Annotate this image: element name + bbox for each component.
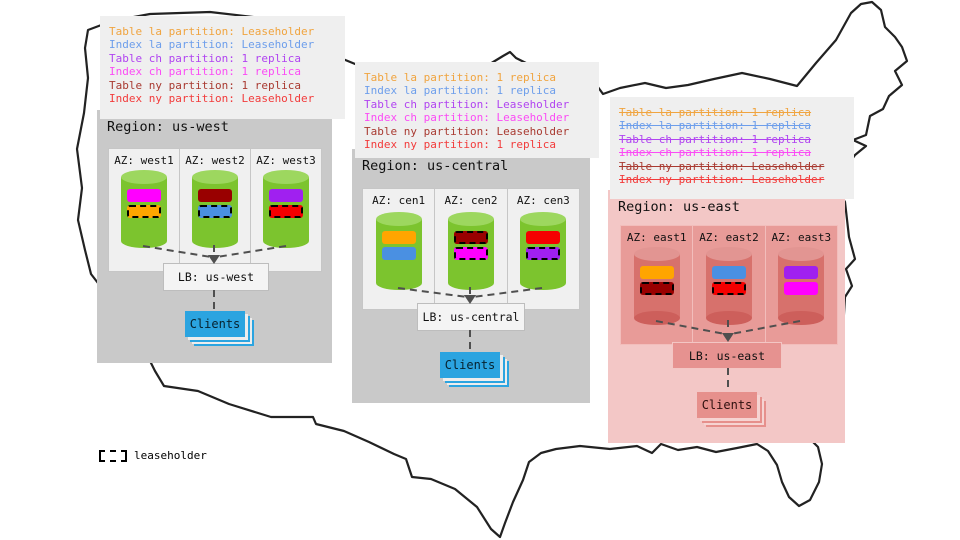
partition-bar (453, 231, 488, 244)
clients-us-central: Clients (440, 352, 500, 378)
callout-line: Index ch partition: 1 replica (109, 65, 302, 79)
az-label: AZ: cen3 (516, 194, 570, 207)
db-node-cylinder (192, 170, 238, 248)
partition-bar (269, 205, 303, 218)
callout-line: Table ch partition: Leaseholder (364, 97, 570, 111)
partition-bar (784, 266, 819, 279)
region-us-central: Region: us-central AZ: cen1 AZ: cen2 (352, 149, 590, 403)
partition-bars (784, 266, 819, 295)
az-east3: AZ: east3 (764, 225, 838, 345)
partition-bar (711, 282, 746, 295)
leaseholder-swatch-icon (99, 449, 127, 462)
db-node-cylinder (633, 247, 680, 325)
region-title: Region: us-west (107, 119, 229, 135)
az-label: AZ: east3 (771, 231, 832, 244)
partition-bars (711, 266, 746, 295)
load-balancer-us-central: LB: us-central (417, 303, 525, 331)
partition-bar (198, 189, 232, 202)
clients-us-east: Clients (697, 392, 757, 418)
az-east1: AZ: east1 (620, 225, 694, 345)
callout-line: Table ch partition: 1 replica (109, 51, 302, 65)
partition-callout-us-central: Table la partition: 1 replica Index la p… (355, 62, 599, 158)
callout-line: Index ny partition: 1 replica (364, 138, 557, 152)
az-row: AZ: east1 AZ: east2 AZ: (620, 225, 838, 345)
az-label: AZ: west3 (256, 154, 316, 167)
region-us-east: Region: us-east AZ: east1 AZ: east2 (608, 190, 845, 443)
az-label: AZ: west2 (185, 154, 245, 167)
callout-line: Table ny partition: 1 replica (109, 78, 302, 92)
partition-bar (639, 266, 674, 279)
callout-line: Table la partition: 1 replica (619, 106, 812, 119)
az-cen1: AZ: cen1 (362, 188, 436, 310)
partition-bar (269, 189, 303, 202)
callout-line: Table la partition: 1 replica (364, 71, 557, 84)
partition-bar (639, 282, 674, 295)
az-west2: AZ: west2 (179, 148, 251, 272)
callout-line: Index ch partition: Leaseholder (364, 111, 570, 125)
region-title: Region: us-central (362, 158, 509, 174)
az-label: AZ: west1 (114, 154, 174, 167)
db-node-cylinder (447, 212, 494, 290)
az-row: AZ: west1 AZ: west2 AZ: (108, 148, 322, 272)
az-west1: AZ: west1 (108, 148, 180, 272)
db-node-cylinder (705, 247, 752, 325)
partition-callout-us-west: Table la partition: Leaseholder Index la… (100, 16, 345, 119)
load-balancer-us-east: LB: us-east (672, 342, 782, 369)
az-row: AZ: cen1 AZ: cen2 AZ: ce (362, 188, 580, 310)
callout-line: Index ny partition: Leaseholder (619, 173, 825, 187)
az-cen2: AZ: cen2 (434, 188, 508, 310)
az-cen3: AZ: cen3 (506, 188, 580, 310)
az-label: AZ: cen1 (372, 194, 426, 207)
region-us-west: Region: us-west AZ: west1 AZ: west2 (97, 110, 332, 363)
partition-bar (127, 189, 161, 202)
callout-line: Table ch partition: 1 replica (619, 132, 812, 146)
leaseholder-legend: leaseholder (99, 449, 207, 462)
az-east2: AZ: east2 (692, 225, 766, 345)
partition-bars (453, 231, 488, 260)
load-balancer-us-west: LB: us-west (163, 263, 269, 291)
partition-callout-us-east: Table la partition: 1 replica Index la p… (610, 97, 854, 199)
partition-bar (711, 266, 746, 279)
partition-bar (784, 282, 819, 295)
callout-line: Index ch partition: 1 replica (619, 146, 812, 160)
clients-us-west: Clients (185, 311, 245, 337)
partition-bars (198, 189, 232, 218)
az-label: AZ: east2 (699, 231, 759, 244)
partition-bars (526, 231, 561, 260)
partition-bar (453, 247, 488, 260)
db-node-cylinder (375, 212, 422, 290)
db-node-cylinder (263, 170, 309, 248)
callout-line: Index la partition: 1 replica (619, 119, 812, 133)
partition-bar (381, 231, 416, 244)
partition-bars (269, 189, 303, 218)
callout-line: Table ny partition: Leaseholder (619, 159, 825, 173)
partition-bar (198, 205, 232, 218)
leaseholder-label: leaseholder (134, 449, 207, 462)
db-node-cylinder (520, 212, 567, 290)
partition-bars (381, 231, 416, 260)
partition-bars (127, 189, 161, 218)
partition-bar (526, 231, 561, 244)
callout-line: Index la partition: Leaseholder (109, 38, 315, 52)
db-node-cylinder (778, 247, 825, 325)
partition-bar (127, 205, 161, 218)
region-title: Region: us-east (618, 199, 740, 215)
callout-line: Index la partition: 1 replica (364, 84, 557, 98)
az-label: AZ: cen2 (444, 194, 498, 207)
callout-line: Table la partition: Leaseholder (109, 25, 315, 38)
partition-bar (381, 247, 416, 260)
partition-bar (526, 247, 561, 260)
callout-line: Index ny partition: Leaseholder (109, 92, 315, 106)
callout-line: Table ny partition: Leaseholder (364, 124, 570, 138)
partition-bars (639, 266, 674, 295)
az-west3: AZ: west3 (250, 148, 322, 272)
db-node-cylinder (121, 170, 167, 248)
az-label: AZ: east1 (626, 231, 687, 244)
